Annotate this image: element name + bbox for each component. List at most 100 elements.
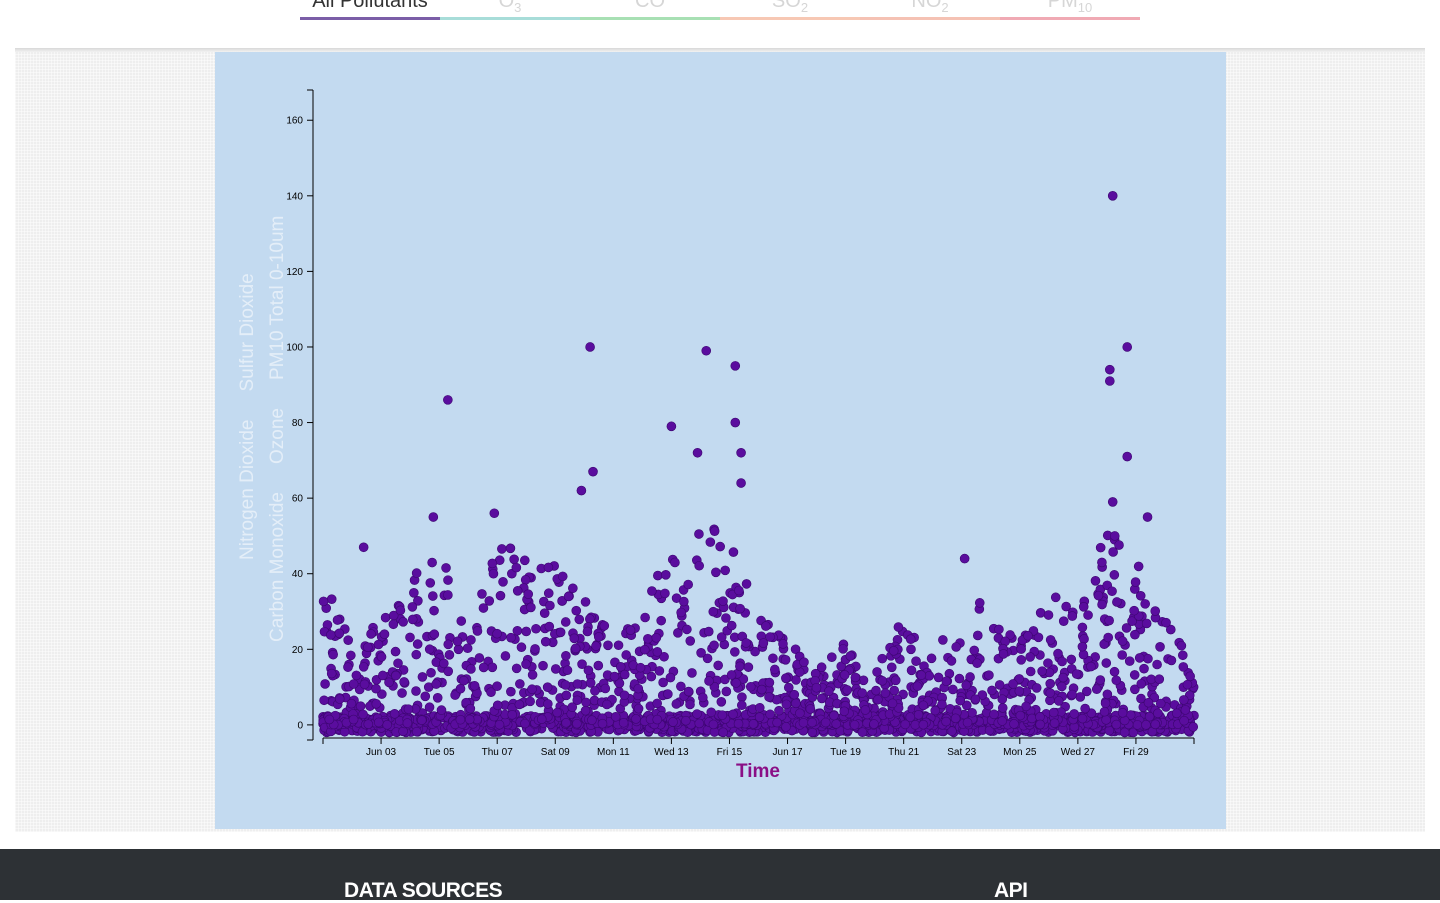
data-point: [599, 620, 610, 631]
data-point: [703, 626, 714, 637]
data-point: [900, 719, 910, 730]
data-point: [839, 670, 850, 680]
tab-o3[interactable]: O3: [440, 0, 580, 20]
y-legend-pm10-total-0-10um[interactable]: PM10 Total 0-10um: [267, 215, 288, 381]
data-point: [417, 672, 428, 682]
data-point: [1101, 715, 1111, 725]
data-point: [887, 698, 898, 709]
x-tick-label: Mon 25: [1003, 747, 1037, 758]
data-point: [560, 680, 571, 690]
data-point: [820, 717, 831, 728]
data-point: [1025, 666, 1036, 677]
data-point: [455, 714, 466, 725]
y-legend-nitrogen-dioxide[interactable]: Nitrogen Dioxide: [237, 419, 258, 560]
data-point: [1132, 720, 1143, 730]
data-point: [492, 681, 502, 691]
data-point: [910, 720, 921, 730]
data-point: [495, 590, 506, 601]
data-point: [946, 656, 957, 666]
data-point: [685, 636, 696, 646]
data-point: [1061, 601, 1071, 612]
data-point-outlier: [489, 508, 500, 519]
data-point: [1075, 692, 1086, 702]
y-legend-ozone[interactable]: Ozone: [267, 408, 288, 465]
data-point: [466, 635, 476, 645]
y-tick-label: 80: [292, 418, 304, 429]
data-point: [1180, 705, 1191, 715]
data-point: [511, 663, 522, 674]
data-point: [371, 683, 381, 694]
data-point: [1054, 696, 1064, 706]
data-point: [743, 662, 754, 672]
tab-label: CO: [635, 0, 665, 12]
data-point: [961, 700, 972, 711]
data-point: [324, 714, 335, 725]
data-point: [432, 693, 443, 703]
data-point: [407, 602, 418, 612]
data-point: [911, 656, 921, 667]
data-point: [520, 575, 531, 585]
data-point: [1134, 653, 1145, 663]
data-point: [377, 670, 388, 681]
data-point: [1121, 623, 1132, 633]
data-point: [472, 626, 483, 636]
data-point: [937, 699, 947, 710]
data-point: [681, 715, 691, 726]
data-point: [696, 648, 706, 658]
data-point: [583, 665, 594, 676]
data-point: [319, 695, 329, 706]
data-point: [497, 544, 507, 554]
x-tick-label: Sat 23: [947, 747, 976, 758]
y-legend-column-1: Nitrogen Dioxide Sulfur Dioxide: [237, 245, 259, 560]
data-point: [652, 698, 662, 709]
data-point: [972, 630, 983, 641]
data-point: [1033, 632, 1044, 643]
data-point: [683, 686, 694, 697]
data-point: [1005, 630, 1015, 640]
data-point: [526, 602, 536, 613]
data-point: [425, 578, 436, 588]
data-point: [781, 722, 791, 732]
data-point: [613, 640, 624, 651]
data-point: [619, 690, 630, 701]
data-point: [850, 672, 861, 683]
data-point: [873, 694, 883, 705]
data-point: [561, 690, 572, 701]
data-point: [653, 570, 663, 581]
tab-co[interactable]: CO: [580, 0, 720, 20]
data-point: [962, 717, 973, 728]
data-point: [429, 605, 439, 616]
data-point: [1079, 634, 1089, 644]
tab-all-pollutants[interactable]: All Pollutants: [300, 0, 440, 20]
data-point: [1108, 547, 1118, 557]
data-point: [1185, 671, 1195, 682]
data-point: [443, 575, 453, 585]
data-point: [1119, 727, 1130, 738]
tab-no2[interactable]: NO2: [860, 0, 1000, 20]
data-point: [781, 673, 791, 683]
tab-underline: [440, 17, 580, 20]
data-point: [737, 700, 747, 711]
data-point: [1045, 635, 1056, 645]
data-point: [857, 688, 868, 698]
data-point: [1014, 686, 1025, 696]
data-point: [1178, 695, 1189, 705]
y-tick-label: 60: [292, 494, 304, 505]
data-point: [500, 651, 511, 661]
data-point: [938, 635, 948, 645]
data-point: [1155, 642, 1165, 652]
y-legend-carbon-monoxide[interactable]: Carbon Monoxide: [267, 492, 288, 642]
tab-so2[interactable]: SO2: [720, 0, 860, 20]
data-point: [429, 629, 440, 640]
data-point: [397, 688, 407, 698]
data-point: [965, 672, 975, 682]
data-point: [708, 719, 719, 730]
data-point-outlier: [666, 421, 677, 432]
data-point: [355, 701, 366, 711]
y-legend-sulfur-dioxide[interactable]: Sulfur Dioxide: [237, 273, 258, 392]
tab-pm10[interactable]: PM10: [1000, 0, 1140, 20]
data-point: [600, 683, 611, 694]
data-point: [538, 660, 548, 671]
data-point: [816, 662, 827, 673]
data-point: [827, 652, 837, 662]
